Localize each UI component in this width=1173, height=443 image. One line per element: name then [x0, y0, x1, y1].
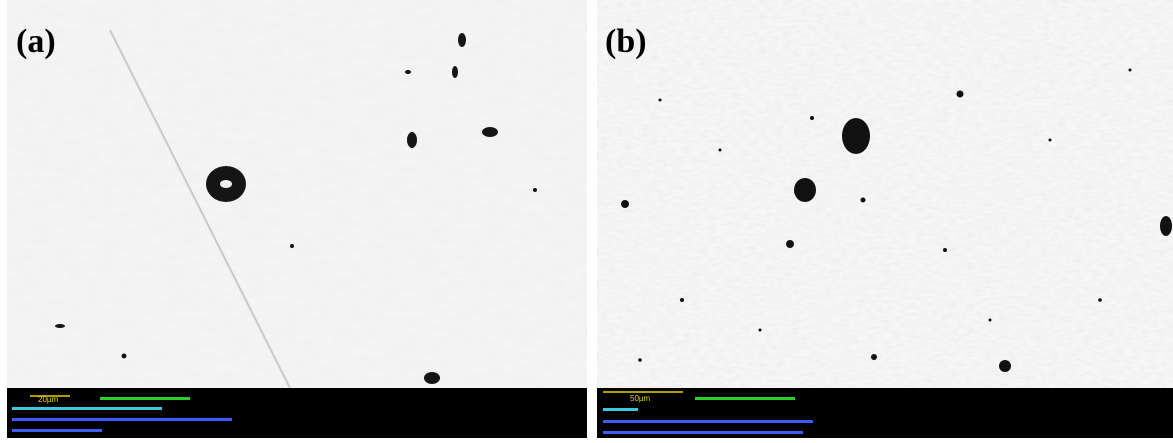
figure: 20µm (a): [0, 0, 1173, 438]
info-line: [100, 397, 190, 400]
scale-label: 50µm: [630, 394, 651, 403]
texture: [7, 0, 587, 388]
panel-label: (a): [16, 23, 56, 60]
texture: [597, 0, 1173, 388]
panel-b: 50µm (b): [597, 0, 1173, 438]
scale-label: 20µm: [38, 395, 59, 404]
panel-a: 20µm (a): [7, 0, 587, 438]
info-line: [12, 407, 162, 410]
info-line: [603, 408, 638, 411]
info-line: [695, 397, 795, 400]
info-line: [12, 418, 232, 421]
info-line: [12, 429, 102, 432]
info-line: [603, 420, 813, 423]
info-line: [603, 431, 803, 434]
particle-highlight: [220, 180, 232, 188]
panel-label: (b): [605, 23, 647, 60]
info-bar: [597, 388, 1173, 438]
